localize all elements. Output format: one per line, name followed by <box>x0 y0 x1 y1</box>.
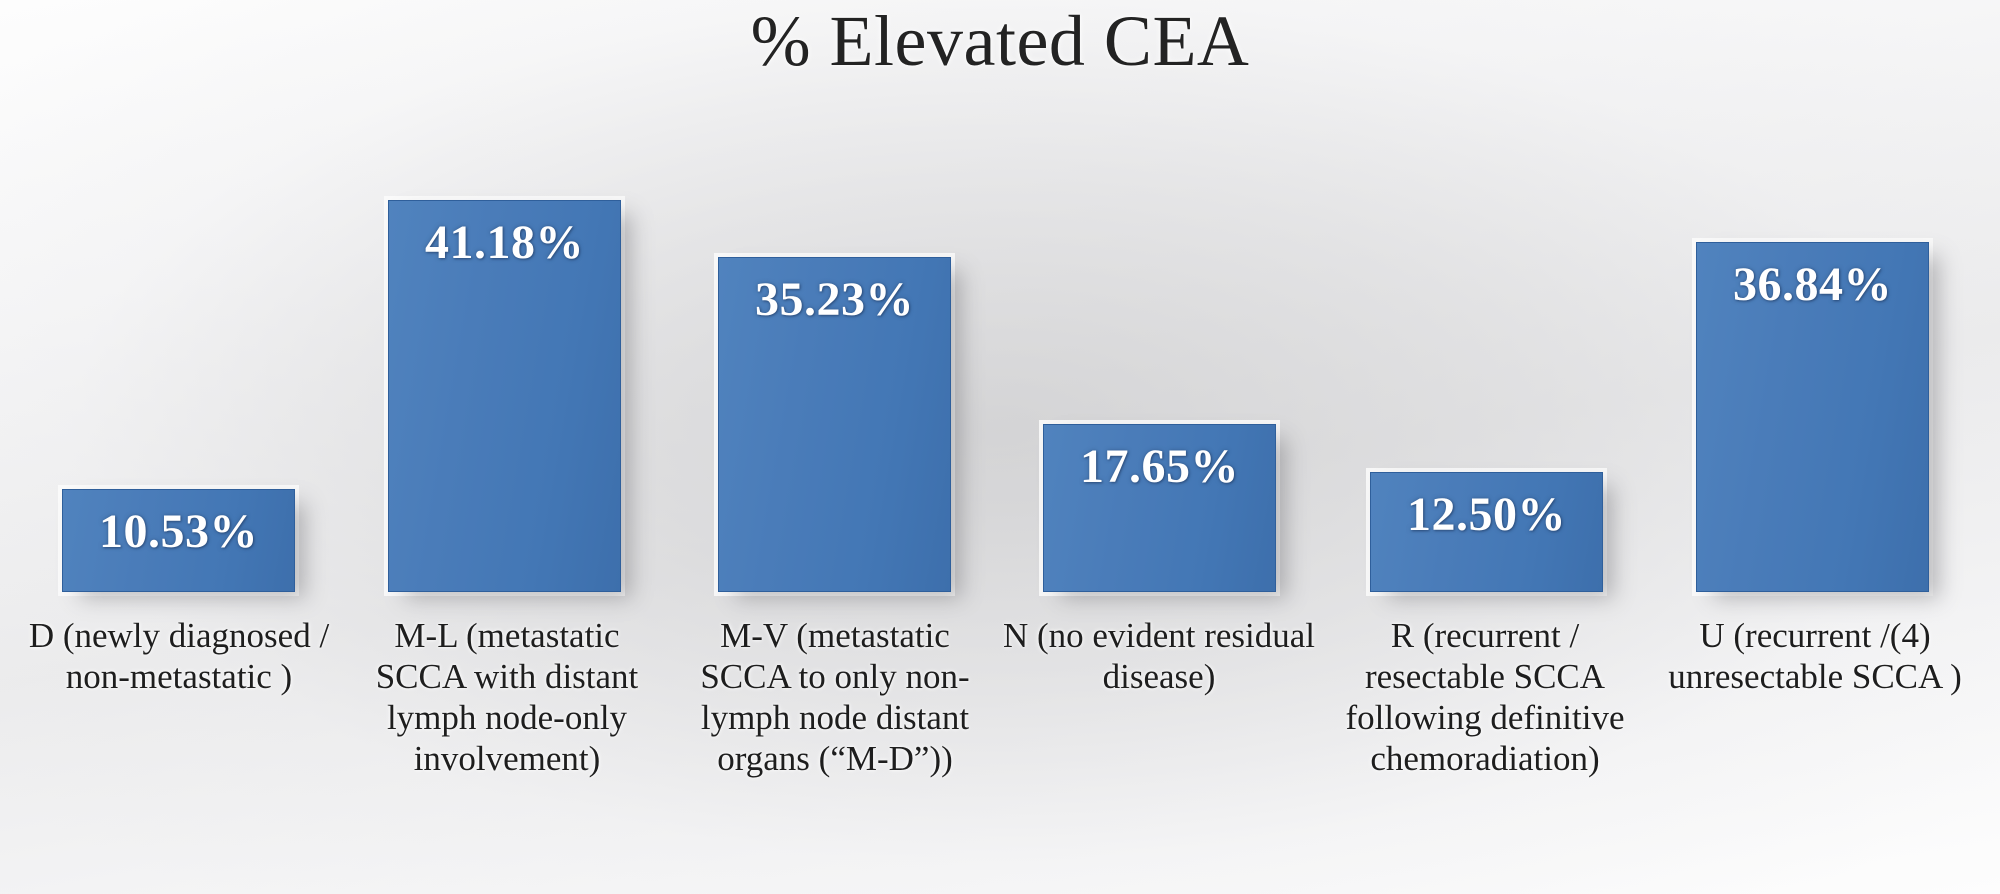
bar-value-label: 36.84% <box>1733 258 1892 311</box>
category-label: U (recurrent /(4) unresectable SCCA ) <box>1668 616 1962 696</box>
category-label: M-L (metastatic SCCA with distant lymph … <box>375 616 639 778</box>
bar-value-label: 10.53% <box>99 505 258 558</box>
bar[interactable]: 36.84% <box>1696 242 1929 592</box>
bar-value-label: 35.23% <box>755 273 914 326</box>
category-label: R (recurrent / resectable SCCA following… <box>1345 616 1625 778</box>
bar-value-label: 41.18% <box>425 216 584 269</box>
bar-value-label: 17.65% <box>1080 440 1239 493</box>
bar[interactable]: 35.23% <box>718 257 951 592</box>
chart-title: % Elevated CEA <box>750 1 1250 81</box>
category-label: M-V (metastatic SCCA to only non-lymph n… <box>700 616 970 778</box>
category-label: D (newly diagnosed / non-metastatic ) <box>28 616 330 696</box>
bar[interactable]: 41.18% <box>388 200 621 592</box>
bar[interactable]: 17.65% <box>1043 424 1276 592</box>
bar[interactable]: 10.53% <box>62 489 295 592</box>
bar-value-label: 12.50% <box>1407 488 1566 541</box>
category-label: N (no evident residual disease) <box>1003 616 1315 696</box>
bar[interactable]: 12.50% <box>1370 472 1603 592</box>
